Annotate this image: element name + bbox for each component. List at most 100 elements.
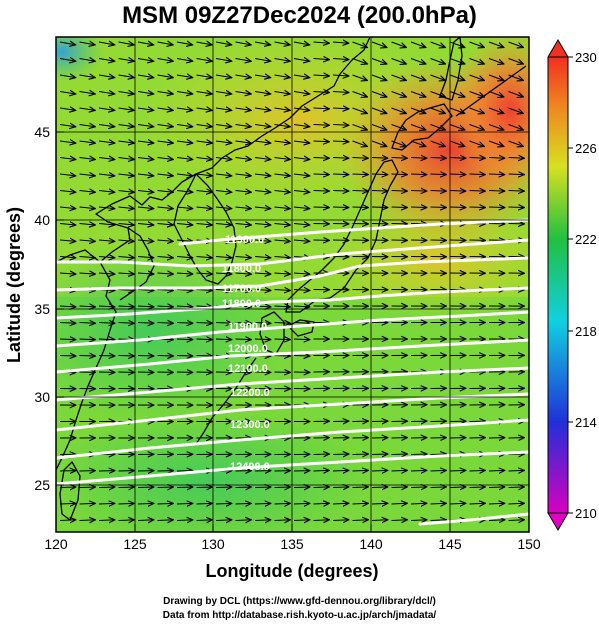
wind-arrow xyxy=(313,174,330,175)
wind-arrow xyxy=(254,207,271,209)
wind-arrow xyxy=(157,356,174,357)
wind-arrow xyxy=(59,487,76,488)
wind-arrow xyxy=(196,339,213,340)
wind-arrow xyxy=(449,503,466,504)
wind-arrow xyxy=(410,207,427,208)
wind-arrow xyxy=(118,257,135,258)
wind-arrow xyxy=(79,108,96,110)
wind-arrow xyxy=(79,125,96,127)
wind-arrow xyxy=(235,323,252,324)
contour-label: 11800.0 xyxy=(222,263,261,275)
wind-arrow xyxy=(254,487,271,488)
wind-arrow xyxy=(98,75,115,78)
wind-arrow xyxy=(98,174,115,176)
lon-tick-label: 140 xyxy=(359,536,383,552)
wind-arrow xyxy=(274,158,291,160)
wind-arrow xyxy=(488,74,504,81)
wind-arrow xyxy=(137,125,154,127)
axis-ticks xyxy=(55,131,530,532)
wind-arrow xyxy=(137,520,154,521)
credit-data: Data from http://database.rish.kyoto-u.a… xyxy=(162,610,437,621)
colorbar-bottom-cap xyxy=(547,512,569,531)
wind-arrow xyxy=(508,74,524,81)
wind-arrow xyxy=(157,75,174,78)
wind-arrow xyxy=(176,207,193,209)
wind-arrow xyxy=(254,224,271,226)
wind-arrow xyxy=(274,503,291,504)
wind-arrow xyxy=(254,503,271,504)
wind-arrow xyxy=(137,141,154,143)
wind-arrow xyxy=(371,520,388,521)
wind-arrow xyxy=(391,58,407,65)
wind-arrow xyxy=(313,125,330,126)
wind-arrow xyxy=(449,470,466,471)
wind-arrow xyxy=(118,59,135,62)
wind-arrow xyxy=(215,59,232,62)
wind-arrow xyxy=(235,75,252,78)
wind-arrow xyxy=(196,323,213,324)
wind-arrow xyxy=(137,42,154,45)
wind-arrow xyxy=(430,487,447,488)
wind-arrow xyxy=(59,273,76,274)
wind-arrow xyxy=(118,240,135,241)
wind-arrow xyxy=(488,41,504,48)
wind-arrow xyxy=(371,91,387,98)
wind-arrow xyxy=(137,75,154,78)
wind-arrow xyxy=(332,125,349,126)
wind-arrow xyxy=(215,42,232,45)
wind-arrow xyxy=(79,257,96,258)
wind-arrow xyxy=(196,224,213,226)
contour-label: 12400.0 xyxy=(230,461,270,473)
wind-arrow xyxy=(430,207,447,208)
wind-arrow xyxy=(469,158,486,159)
colorbar-tick-label: 230 xyxy=(575,50,597,65)
wind-arrow xyxy=(371,107,387,114)
wind-arrow xyxy=(293,290,310,291)
wind-arrow xyxy=(371,191,388,192)
wind-arrow xyxy=(332,158,349,159)
wind-arrow xyxy=(254,306,271,307)
wind-arrow xyxy=(98,240,115,241)
wind-arrow xyxy=(274,191,291,193)
wind-arrow xyxy=(235,174,252,176)
wind-arrow xyxy=(274,125,291,127)
wind-arrow xyxy=(196,92,213,95)
kuril-arc xyxy=(455,65,527,117)
wind-arrow xyxy=(79,92,96,95)
wind-arrow xyxy=(59,125,76,127)
wind-arrow xyxy=(410,487,427,488)
contour-11800-north xyxy=(56,238,529,268)
wind-arrow xyxy=(469,124,485,131)
wind-arrow xyxy=(79,75,96,78)
wind-arrow xyxy=(352,487,369,488)
wind-arrow xyxy=(118,323,135,324)
colorbar-top-cap xyxy=(547,39,569,58)
wind-arrow xyxy=(371,503,388,504)
wind-arrow xyxy=(410,58,426,65)
wind-arrow xyxy=(352,470,369,471)
wind-arrow xyxy=(332,487,349,488)
wind-arrow xyxy=(79,42,96,45)
contour-12000 xyxy=(56,338,529,374)
wind-arrow xyxy=(157,273,174,274)
wind-arrow xyxy=(332,207,349,208)
wind-arrow xyxy=(313,487,330,488)
wind-arrow xyxy=(449,58,465,65)
wind-arrow xyxy=(137,273,154,274)
wind-arrow xyxy=(98,59,115,62)
lon-tick-label: 120 xyxy=(44,536,68,552)
wind-arrow xyxy=(313,503,330,504)
wind-arrow xyxy=(293,42,310,45)
wind-arrow xyxy=(98,257,115,258)
wind-arrow xyxy=(157,306,174,307)
wind-arrow xyxy=(391,41,407,48)
wind-arrow xyxy=(98,323,115,324)
wind-arrow xyxy=(235,158,252,160)
wind-arrow xyxy=(98,273,115,274)
lon-tick-label: 150 xyxy=(517,536,541,552)
wind-arrow xyxy=(410,191,427,192)
wind-arrow xyxy=(254,59,271,62)
wind-arrow xyxy=(59,503,76,504)
wind-arrow xyxy=(235,125,252,127)
